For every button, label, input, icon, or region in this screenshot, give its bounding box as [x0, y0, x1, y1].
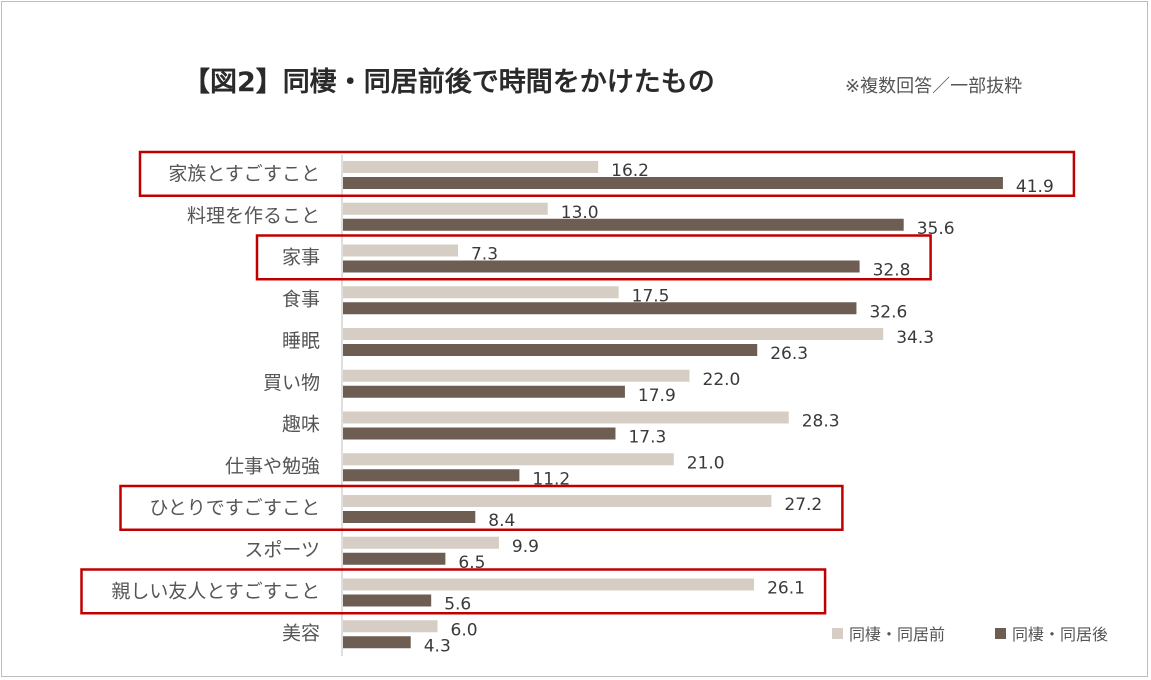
bar-before	[343, 328, 884, 340]
category-label: 趣味	[282, 414, 320, 436]
value-label-after: 8.4	[488, 511, 515, 531]
chart-title: 【図2】同棲・同居前後で時間をかけたもの	[183, 67, 715, 98]
bar-before	[343, 244, 458, 257]
bar-after	[343, 218, 904, 231]
bar-after	[343, 177, 1003, 189]
bar-after	[343, 385, 625, 398]
bar-after	[343, 636, 411, 649]
bar-before	[343, 453, 674, 466]
category-label: 美容	[282, 622, 320, 644]
value-label-before: 34.3	[896, 328, 934, 348]
bar-after	[343, 511, 476, 523]
value-label-before: 26.1	[767, 579, 805, 599]
value-label-before: 6.0	[451, 620, 478, 640]
bar-after	[343, 594, 432, 607]
category-label: 睡眠	[282, 330, 320, 352]
value-label-before: 17.5	[632, 286, 670, 306]
chart-note: ※複数回答／一部抜粋	[845, 76, 1023, 97]
legend-after-label: 同棲・同居後	[1012, 625, 1108, 644]
legend-before-swatch	[832, 628, 843, 639]
legend-before-label: 同棲・同居前	[849, 625, 945, 644]
bar-before	[343, 202, 548, 215]
category-label: 家族とすごすこと	[168, 163, 320, 185]
bar-after	[343, 344, 758, 356]
category-label: 料理を作ること	[187, 205, 320, 227]
value-label-after: 35.6	[917, 219, 955, 239]
bar-before	[343, 495, 772, 507]
highlight-box	[255, 234, 932, 281]
category-label: スポーツ	[244, 539, 320, 561]
highlight-box	[119, 484, 844, 531]
value-label-after: 17.9	[638, 386, 676, 406]
value-label-after: 32.6	[869, 302, 907, 322]
value-label-before: 7.3	[471, 245, 498, 265]
value-label-before: 9.9	[512, 537, 539, 557]
highlight-box	[138, 150, 1076, 197]
bar-after	[343, 552, 446, 565]
bar-before	[343, 161, 599, 173]
category-label: 買い物	[263, 372, 320, 394]
bar-before	[343, 578, 755, 591]
value-label-after: 32.8	[873, 261, 911, 281]
value-label-before: 21.0	[687, 453, 725, 473]
value-label-after: 26.3	[770, 344, 808, 364]
category-label: ひとりですごすこと	[149, 497, 320, 519]
value-label-before: 22.0	[703, 370, 741, 390]
value-label-after: 6.5	[458, 553, 485, 573]
bar-after	[343, 469, 520, 482]
value-label-before: 13.0	[561, 203, 599, 223]
value-label-before: 28.3	[802, 412, 840, 432]
bar-before	[343, 286, 619, 299]
bar-after	[343, 260, 860, 273]
value-label-after: 17.3	[628, 428, 666, 448]
value-label-before: 27.2	[784, 495, 822, 515]
value-label-after: 41.9	[1016, 177, 1054, 197]
legend-after-swatch	[995, 628, 1006, 639]
value-label-after: 4.3	[424, 636, 451, 656]
category-label: 家事	[282, 247, 320, 269]
category-label: 食事	[282, 288, 320, 310]
value-label-after: 11.2	[532, 469, 570, 489]
category-label: 仕事や勉強	[225, 455, 320, 477]
bar-after	[343, 302, 857, 315]
bar-before	[343, 369, 690, 382]
highlight-box	[80, 568, 827, 615]
bar-after	[343, 427, 616, 440]
value-label-after: 5.6	[444, 595, 471, 615]
bar-before	[343, 411, 789, 424]
bar-before	[343, 620, 438, 633]
bar-before	[343, 536, 499, 549]
value-label-before: 16.2	[611, 161, 649, 181]
category-label: 親しい友人とすごすこと	[111, 581, 320, 603]
